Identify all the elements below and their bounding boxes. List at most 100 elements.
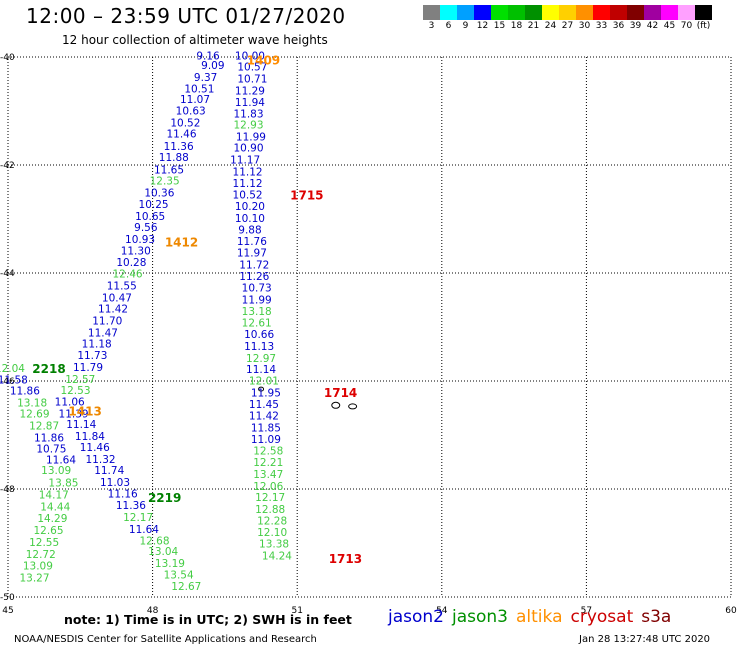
swh-value-label: 10.52	[233, 190, 263, 202]
swh-value-label: 11.26	[239, 271, 269, 283]
y-tick-label: -48	[0, 485, 15, 495]
colorbar-swatch	[491, 5, 508, 20]
swh-value-label: 11.55	[107, 280, 137, 292]
swh-value-label: 10.10	[235, 213, 265, 225]
swh-value-label: 11.84	[75, 431, 105, 443]
swh-value-label: 12.87	[29, 420, 59, 432]
colorbar-label: 27	[561, 21, 574, 31]
swh-value-label: 13.09	[41, 465, 71, 477]
colorbar-swatch	[423, 5, 440, 20]
swh-value-label: 12.69	[19, 408, 49, 420]
colorbar-swatch	[610, 5, 627, 20]
swh-value-label: 11.94	[235, 97, 265, 109]
generation-timestamp: Jan 28 13:27:48 UTC 2020	[579, 634, 711, 645]
swh-value-label: 14.44	[40, 501, 70, 513]
colorbar-label: 15	[493, 21, 506, 31]
swh-value-label: 11.17	[230, 155, 260, 167]
swh-value-label: 12.61	[242, 318, 272, 330]
swh-value-label: 10.52	[170, 117, 200, 129]
colorbar-swatch	[525, 5, 542, 20]
swh-value-label: 11.14	[66, 419, 96, 431]
time-label: 1713	[329, 552, 362, 566]
swh-value-label: 9.37	[194, 72, 217, 84]
colorbar-label: 9	[462, 21, 469, 31]
swh-value-label: 10.28	[116, 257, 146, 269]
colorbar-labels: 3 6 9 12 15 18 21 24 27 30 33 36 39 42 45 70 (ft)	[423, 21, 740, 35]
x-tick-label: 60	[725, 606, 737, 616]
swh-value-label: 10.00	[235, 50, 265, 62]
colorbar-label: 24	[544, 21, 557, 31]
swh-value-label: 11.79	[73, 362, 103, 374]
swh-value-label: 11.42	[249, 411, 279, 423]
swh-value-label: 10.47	[102, 292, 132, 304]
swh-value-label: 9.16	[196, 50, 220, 62]
swh-value-label: 12.28	[257, 515, 287, 527]
colorbar-swatch	[644, 5, 661, 20]
swh-value-label: 11.46	[80, 442, 110, 454]
swh-value-label: 10.93	[125, 234, 155, 246]
swh-value-label: 11.85	[251, 422, 281, 434]
x-tick-label: 54	[436, 606, 448, 616]
x-tick-label: 57	[581, 606, 592, 616]
swh-value-label: 12.10	[257, 527, 287, 539]
swh-value-label: 11.65	[154, 164, 184, 176]
time-label: 1714	[324, 386, 357, 400]
swh-value-label: 11.14	[246, 364, 276, 376]
swh-value-label: 11.70	[92, 316, 122, 328]
swh-value-label: 10.71	[237, 74, 267, 86]
colorbar-label: 42	[646, 21, 659, 31]
swh-value-label: 11.42	[98, 304, 128, 316]
colorbar-label: 21	[527, 21, 540, 31]
swh-value-label: 11.18	[82, 339, 112, 351]
time-label: 2218	[32, 362, 65, 376]
x-tick-label: 48	[147, 606, 159, 616]
swh-value-label: 11.58	[0, 374, 28, 386]
swh-value-label: 11.36	[116, 500, 146, 512]
swh-value-label: 13.18	[17, 398, 47, 410]
swh-value-label: 13.09	[23, 561, 53, 573]
colorbar-swatch	[661, 5, 678, 20]
swh-value-label: 10.90	[233, 143, 263, 155]
y-tick-label: -42	[0, 161, 15, 171]
time-label: 1412	[165, 236, 198, 250]
swh-value-label: 12.72	[26, 549, 56, 561]
swh-value-label: 12.53	[60, 385, 90, 397]
swh-value-label: 13.04	[148, 546, 178, 558]
swh-value-label: 11.29	[235, 85, 265, 97]
colorbar-swatch	[576, 5, 593, 20]
colorbar-swatch	[627, 5, 644, 20]
swh-value-label: 11.45	[249, 399, 279, 411]
swh-value-label: 12.55	[29, 537, 59, 549]
swh-value-label: 12.58	[253, 446, 283, 458]
swh-value-label: 10.65	[135, 211, 165, 223]
swh-value-label: 10.57	[237, 62, 267, 74]
colorbar-label: 6	[445, 21, 452, 31]
swh-value-label: 11.64	[129, 524, 159, 536]
swh-value-label: 11.13	[244, 341, 274, 353]
swh-value-label: 11.73	[77, 350, 107, 362]
swh-value-label: 13.47	[253, 469, 283, 481]
swh-value-label: 11.64	[46, 454, 76, 466]
time-label: 1413	[68, 405, 101, 419]
swh-value-label: 11.09	[251, 434, 281, 446]
y-tick-label: -46	[0, 377, 15, 387]
legend-altika: altika	[516, 607, 563, 627]
swh-value-label: 11.32	[86, 454, 116, 466]
time-label: 1715	[290, 189, 323, 203]
swh-value-label: 14.29	[37, 513, 67, 525]
swh-value-label: 12.46	[113, 269, 143, 281]
swh-value-label: 9.09	[201, 60, 224, 72]
swh-value-label: 11.07	[180, 94, 210, 106]
colorbar-label: 30	[578, 21, 591, 31]
time-label: 2219	[148, 491, 181, 505]
swh-value-label: 11.88	[159, 152, 189, 164]
swh-value-label: 12.93	[233, 120, 263, 132]
swh-value-label: 11.06	[55, 397, 85, 409]
colorbar-swatch	[593, 5, 610, 20]
colorbar-label: 36	[612, 21, 625, 31]
swh-value-label: 9.56	[134, 222, 158, 234]
swh-value-label: 11.97	[237, 247, 267, 259]
swh-value-label: 10.73	[242, 283, 272, 295]
